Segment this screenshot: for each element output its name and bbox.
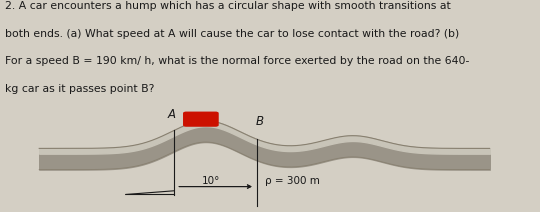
Text: 2. A car encounters a hump which has a circular shape with smooth transitions at: 2. A car encounters a hump which has a c… bbox=[5, 1, 451, 11]
Text: kg car as it passes point B?: kg car as it passes point B? bbox=[5, 84, 154, 94]
Text: A: A bbox=[167, 108, 176, 121]
FancyBboxPatch shape bbox=[184, 112, 218, 126]
Text: both ends. (a) What speed at A will cause the car to lose contact with the road?: both ends. (a) What speed at A will caus… bbox=[5, 29, 459, 39]
Text: 10°: 10° bbox=[201, 176, 220, 186]
Text: B: B bbox=[255, 115, 264, 128]
Text: ρ = 300 m: ρ = 300 m bbox=[265, 176, 320, 186]
Text: For a speed B = 190 km/ h, what is the normal force exerted by the road on the 6: For a speed B = 190 km/ h, what is the n… bbox=[5, 56, 469, 66]
